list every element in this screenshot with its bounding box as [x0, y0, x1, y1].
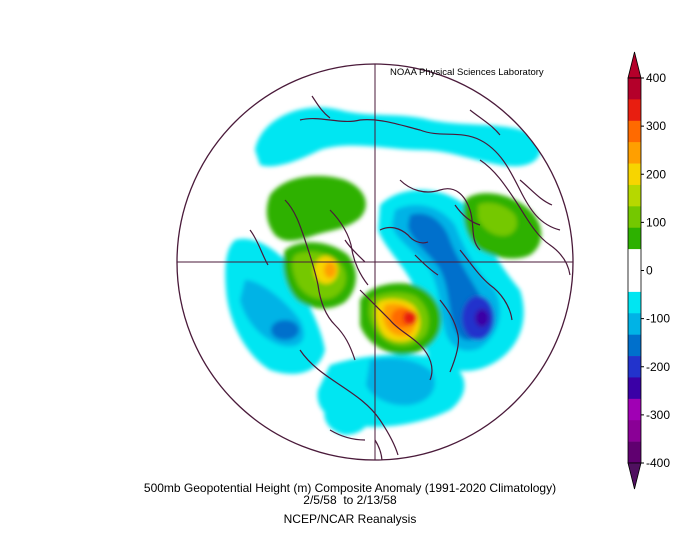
colorbar-tick-label: 0 [646, 264, 653, 278]
credit-label: NOAA Physical Sciences Laboratory [390, 67, 544, 78]
colorbar-swatch [628, 99, 641, 122]
negative-anomaly-core [271, 320, 299, 340]
positive-anomaly-core [403, 311, 417, 325]
caption-line2: 2/5/58 to 2/13/58 [303, 493, 397, 507]
positive-anomaly-region [478, 202, 517, 236]
colorbar-swatch [628, 78, 641, 100]
colorbar-swatch [628, 184, 641, 207]
colorbar: 400 300 200 100 0 -100 -200 -300 -400 [627, 51, 670, 490]
colorbar-swatch [628, 270, 641, 293]
colorbar-swatch [628, 313, 641, 335]
colorbar-swatch [628, 334, 641, 357]
coastlines [249, 95, 571, 460]
colorbar-tick-label: -100 [646, 312, 670, 326]
colorbar-tick-label: 400 [646, 71, 666, 85]
negative-anomaly-region [366, 358, 435, 406]
colorbar-swatch [628, 142, 641, 164]
colorbar-swatch [628, 377, 641, 400]
colorbar-tick-label: -300 [646, 408, 670, 422]
colorbar-tick-label: -200 [646, 360, 670, 374]
colorbar-swatch [628, 120, 641, 143]
colorbar-tick-label: 200 [646, 167, 666, 181]
colorbar-swatch [628, 249, 641, 271]
colorbar-bottom-arrow [627, 462, 642, 490]
map-boundary [176, 63, 574, 461]
colorbar-swatch [628, 356, 641, 378]
colorbar-swatch [628, 227, 641, 250]
colorbar-swatch [628, 291, 641, 314]
negative-anomaly-region [324, 398, 371, 435]
colorbar-swatch [628, 420, 641, 442]
colorbar-swatch [628, 163, 641, 186]
negative-anomaly-region [255, 107, 541, 167]
caption-line3: NCEP/NCAR Reanalysis [283, 512, 417, 526]
colorbar-swatch [628, 441, 641, 464]
colorbar-swatch [628, 398, 641, 421]
positive-anomaly-core [324, 262, 336, 278]
colorbar-swatch [628, 206, 641, 229]
anomaly-field [225, 107, 542, 435]
grid-lines [177, 64, 573, 460]
colorbar-tick-label: 100 [646, 215, 666, 229]
positive-anomaly-region [266, 175, 366, 241]
colorbar-tick-label: 300 [646, 119, 666, 133]
negative-anomaly-core [475, 309, 489, 327]
colorbar-top-arrow [627, 51, 642, 79]
colorbar-tick-label: -400 [646, 456, 670, 470]
caption-line1: 500mb Geopotential Height (m) Composite … [143, 481, 557, 495]
